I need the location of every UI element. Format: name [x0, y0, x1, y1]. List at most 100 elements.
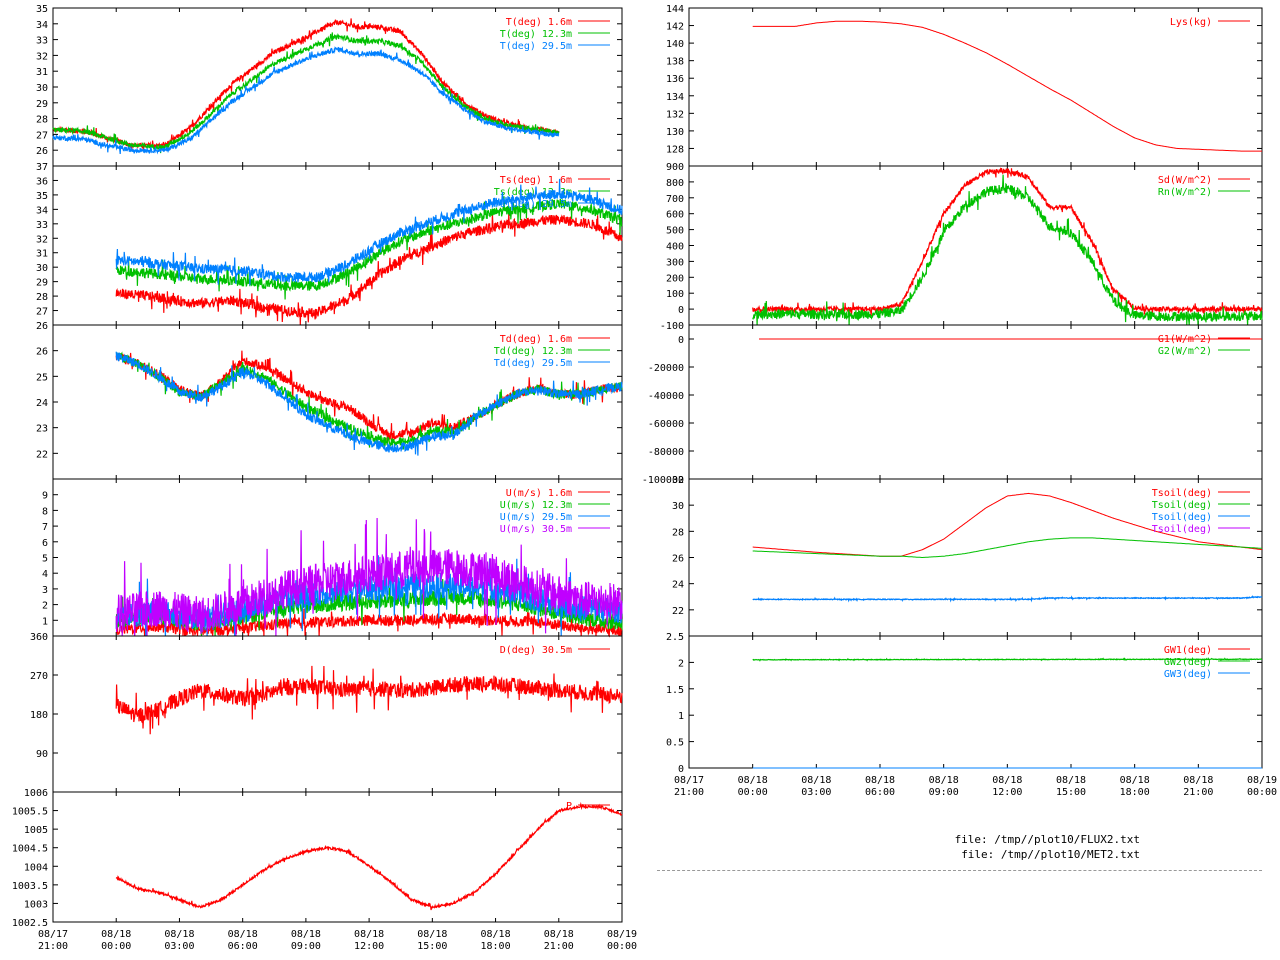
x-tick-label-right: 08/17	[674, 775, 704, 786]
y-tick-label: 4	[42, 569, 48, 580]
legend-label: Tsoil(deg)	[1152, 524, 1212, 535]
x-tick-label-left: 09:00	[291, 941, 321, 952]
legend-label: P	[566, 801, 572, 812]
y-tick-label: 0.5	[666, 738, 684, 749]
series-line-surface-temperature-2	[115, 178, 623, 286]
x-tick-label-right: 08/19	[1247, 775, 1277, 786]
y-tick-label: 26	[672, 554, 684, 565]
y-tick-label: 90	[36, 749, 48, 760]
y-tick-label: 37	[36, 162, 48, 173]
file-line-2: file: /tmp//plot10/MET2.txt	[961, 848, 1140, 861]
y-tick-label: 26	[36, 321, 48, 332]
panel-soil-temperature: 222426283032Tsoil(deg)Tsoil(deg)Tsoil(de…	[672, 475, 1263, 637]
y-tick-label: 360	[30, 632, 48, 643]
x-tick-label-right: 08/18	[1120, 775, 1150, 786]
y-tick-label: 1004	[24, 862, 48, 873]
x-tick-label-right: 08/18	[1056, 775, 1086, 786]
y-tick-label: 29	[36, 278, 48, 289]
x-tick-label-right: 08/18	[801, 775, 831, 786]
y-tick-label: 22	[672, 606, 684, 617]
panel-pressure: 1002.5 1003 1003.5 1004 1004.5 1005 1005.5 1006…	[12, 788, 623, 929]
x-tick-label-left: 08/18	[228, 929, 258, 940]
y-tick-label: 5	[42, 554, 48, 565]
y-tick-label: 27	[36, 307, 48, 318]
series-line-temperature-0	[52, 18, 560, 152]
y-tick-label: -100	[660, 321, 684, 332]
x-tick-label-left: 08/18	[101, 929, 131, 940]
y-tick-label: 180	[30, 710, 48, 721]
y-tick-label: 0	[678, 305, 684, 316]
legend-label: Tsoil(deg)	[1152, 512, 1212, 523]
x-tick-label-right: 18:00	[1120, 787, 1150, 798]
x-tick-label-right: 21:00	[674, 787, 704, 798]
y-tick-label: 7	[42, 522, 48, 533]
series-line-soil-temperature-1	[752, 537, 1262, 558]
x-tick-label-left: 00:00	[607, 941, 637, 952]
x-tick-label-left: 18:00	[481, 941, 511, 952]
y-tick-label: 130	[666, 127, 684, 138]
panel-wind-speed: 1 2 3 4 5 6 7 8 9 U(m/s) 1.6mU(m/s) 12.3mU(m/s) 2…	[42, 478, 623, 638]
y-tick-label: 26	[36, 347, 48, 358]
series-line-lysimeter-0	[752, 20, 1262, 152]
x-tick-label-right: 09:00	[929, 787, 959, 798]
y-tick-label: 0	[678, 335, 684, 346]
legend-label: Td(deg) 29.5m	[494, 358, 572, 369]
legend-label: U(m/s) 12.3m	[500, 500, 572, 511]
y-tick-label: 24	[672, 580, 684, 591]
series-line-radiation-0	[752, 167, 1263, 317]
x-tick-label-right: 15:00	[1056, 787, 1086, 798]
y-tick-label: 26	[36, 146, 48, 157]
y-tick-label: -60000	[648, 419, 684, 430]
y-tick-label: 3	[42, 585, 48, 596]
y-tick-label: 1003.5	[12, 881, 48, 892]
y-tick-label: 35	[36, 4, 48, 15]
panel-ground-water: 0 0.5 1 1.5 2 2.5 GW1(deg)GW2(deg)GW3(deg)	[666, 632, 1263, 775]
legend-label: Td(deg) 1.6m	[500, 334, 572, 345]
y-tick-label: 1005	[24, 825, 48, 836]
legend-label: GW1(deg)	[1164, 645, 1212, 656]
x-tick-label-left: 00:00	[101, 941, 131, 952]
x-tick-label-left: 08/18	[544, 929, 574, 940]
y-tick-label: 800	[666, 178, 684, 189]
panel-temperature: 26 27 28 29 30 31 32 33 34 35 T(deg) 1.6mT(deg) 12…	[36, 4, 623, 167]
series-line-surface-temperature-0	[115, 212, 623, 326]
series-line-soil-temperature-0	[752, 492, 1263, 557]
plot-frame	[52, 791, 623, 923]
series-line-temperature-1	[52, 32, 560, 154]
y-tick-label: 128	[666, 144, 684, 155]
y-tick-label: 132	[666, 109, 684, 120]
y-tick-label: 138	[666, 57, 684, 68]
y-tick-label: 34	[36, 20, 48, 31]
y-tick-label: 2.5	[666, 632, 684, 643]
legend-label: Tsoil(deg)	[1152, 500, 1212, 511]
x-tick-label-right: 08/18	[992, 775, 1022, 786]
y-tick-label: 1004.5	[12, 844, 48, 855]
y-tick-label: 2	[42, 601, 48, 612]
x-tick-label-left: 06:00	[228, 941, 258, 952]
x-tick-label-left: 21:00	[38, 941, 68, 952]
y-tick-label: 400	[666, 242, 684, 253]
y-tick-label: 30	[672, 501, 684, 512]
y-tick-label: 142	[666, 22, 684, 33]
y-tick-label: 0	[678, 764, 684, 775]
legend-label: Rn(W/m^2)	[1158, 187, 1212, 198]
legend-label: U(m/s) 30.5m	[500, 524, 572, 535]
series-line-ground-water-1	[752, 657, 1263, 662]
legend-label: GW3(deg)	[1164, 669, 1212, 680]
y-tick-label: 1	[42, 616, 48, 627]
panel-radiation: -100 0 100 200 300 400 500 600 700 800 900 Sd(W/m^2…	[660, 162, 1263, 332]
y-tick-label: 28	[36, 292, 48, 303]
file-line-1: file: /tmp//plot10/FLUX2.txt	[954, 833, 1140, 846]
y-tick-label: 100	[666, 289, 684, 300]
y-tick-label: 1	[678, 711, 684, 722]
y-tick-label: 1002.5	[12, 918, 48, 929]
legend-label: T(deg) 1.6m	[506, 17, 572, 28]
y-tick-label: 24	[36, 398, 48, 409]
y-tick-label: 34	[36, 205, 48, 216]
y-tick-label: 32	[672, 475, 684, 486]
y-tick-label: 1003	[24, 899, 48, 910]
y-tick-label: 31	[36, 67, 48, 78]
